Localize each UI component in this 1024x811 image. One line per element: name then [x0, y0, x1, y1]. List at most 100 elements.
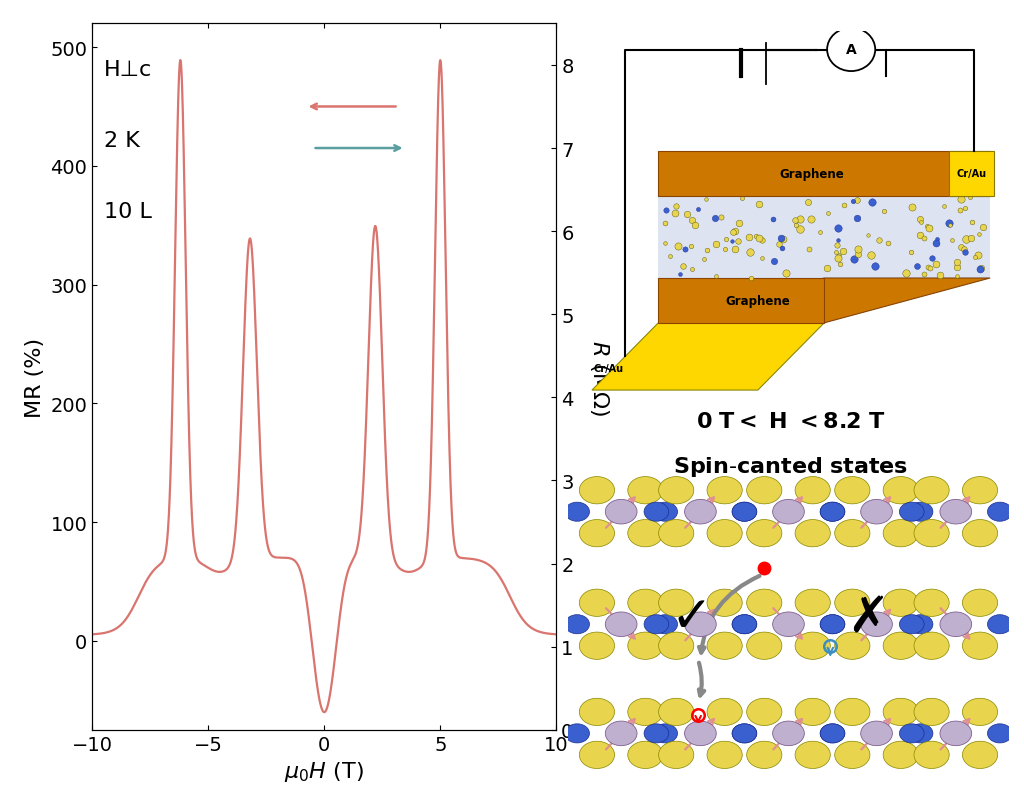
Circle shape [827, 28, 876, 72]
Circle shape [795, 477, 830, 504]
Circle shape [565, 503, 590, 521]
Polygon shape [658, 152, 990, 196]
Circle shape [653, 615, 678, 634]
Circle shape [963, 633, 997, 659]
Circle shape [987, 503, 1012, 521]
Circle shape [658, 633, 694, 659]
Circle shape [658, 477, 694, 504]
Circle shape [795, 633, 830, 659]
Circle shape [914, 633, 949, 659]
Text: ✗: ✗ [847, 594, 889, 642]
Circle shape [707, 698, 742, 726]
Circle shape [820, 503, 845, 521]
Circle shape [644, 724, 669, 743]
Circle shape [707, 477, 742, 504]
Circle shape [963, 590, 997, 616]
Circle shape [914, 698, 949, 726]
Circle shape [914, 520, 949, 547]
Y-axis label: $R$ (M$\Omega$): $R$ (M$\Omega$) [588, 339, 610, 415]
Polygon shape [948, 152, 994, 196]
Circle shape [628, 633, 663, 659]
Circle shape [835, 633, 870, 659]
Circle shape [883, 477, 919, 504]
Circle shape [732, 615, 757, 634]
Circle shape [658, 520, 694, 547]
Circle shape [707, 520, 742, 547]
Circle shape [658, 698, 694, 726]
Circle shape [914, 741, 949, 769]
Circle shape [861, 721, 892, 746]
Circle shape [795, 520, 830, 547]
Circle shape [628, 590, 663, 616]
Circle shape [732, 724, 757, 743]
Circle shape [861, 612, 892, 637]
Circle shape [940, 500, 972, 525]
Circle shape [605, 612, 637, 637]
Circle shape [914, 477, 949, 504]
Circle shape [580, 633, 614, 659]
Circle shape [963, 741, 997, 769]
Circle shape [746, 477, 782, 504]
Circle shape [605, 500, 637, 525]
Circle shape [820, 503, 845, 521]
Polygon shape [658, 279, 990, 324]
Text: 2 K: 2 K [103, 131, 139, 151]
Circle shape [746, 698, 782, 726]
Circle shape [835, 741, 870, 769]
Text: Cr/Au: Cr/Au [956, 169, 986, 179]
Circle shape [861, 500, 892, 525]
Circle shape [628, 477, 663, 504]
Circle shape [820, 724, 845, 743]
Circle shape [883, 633, 919, 659]
Circle shape [835, 590, 870, 616]
Circle shape [899, 503, 924, 521]
Circle shape [707, 741, 742, 769]
Circle shape [707, 590, 742, 616]
Circle shape [899, 724, 924, 743]
Circle shape [685, 500, 716, 525]
Polygon shape [592, 324, 824, 391]
Circle shape [644, 503, 669, 521]
Circle shape [685, 721, 716, 746]
Text: A: A [846, 43, 856, 58]
Circle shape [908, 503, 933, 521]
Circle shape [658, 590, 694, 616]
Circle shape [685, 612, 716, 637]
Circle shape [773, 612, 804, 637]
Circle shape [628, 741, 663, 769]
Circle shape [963, 698, 997, 726]
Circle shape [883, 590, 919, 616]
Circle shape [653, 503, 678, 521]
Circle shape [899, 615, 924, 634]
Circle shape [835, 698, 870, 726]
Text: $\mathbf{Spin\text{-}canted\ states}$: $\mathbf{Spin\text{-}canted\ states}$ [674, 454, 908, 478]
Circle shape [580, 477, 614, 504]
Polygon shape [658, 279, 824, 324]
Circle shape [746, 741, 782, 769]
Circle shape [732, 503, 757, 521]
Circle shape [644, 615, 669, 634]
Circle shape [883, 698, 919, 726]
Text: H⊥c: H⊥c [103, 60, 152, 79]
Circle shape [820, 615, 845, 634]
Circle shape [795, 698, 830, 726]
Circle shape [580, 590, 614, 616]
Circle shape [746, 520, 782, 547]
Circle shape [908, 724, 933, 743]
Text: Graphene: Graphene [725, 294, 791, 307]
X-axis label: $\mu_0H$ (T): $\mu_0H$ (T) [285, 759, 365, 783]
Circle shape [732, 724, 757, 743]
Circle shape [883, 741, 919, 769]
Circle shape [795, 590, 830, 616]
Circle shape [908, 615, 933, 634]
Circle shape [653, 724, 678, 743]
Circle shape [732, 615, 757, 634]
Circle shape [883, 520, 919, 547]
Y-axis label: MR (%): MR (%) [25, 337, 45, 417]
Circle shape [580, 520, 614, 547]
Circle shape [940, 612, 972, 637]
Circle shape [963, 477, 997, 504]
Polygon shape [658, 196, 990, 279]
Text: Graphene: Graphene [779, 168, 844, 181]
Circle shape [658, 741, 694, 769]
